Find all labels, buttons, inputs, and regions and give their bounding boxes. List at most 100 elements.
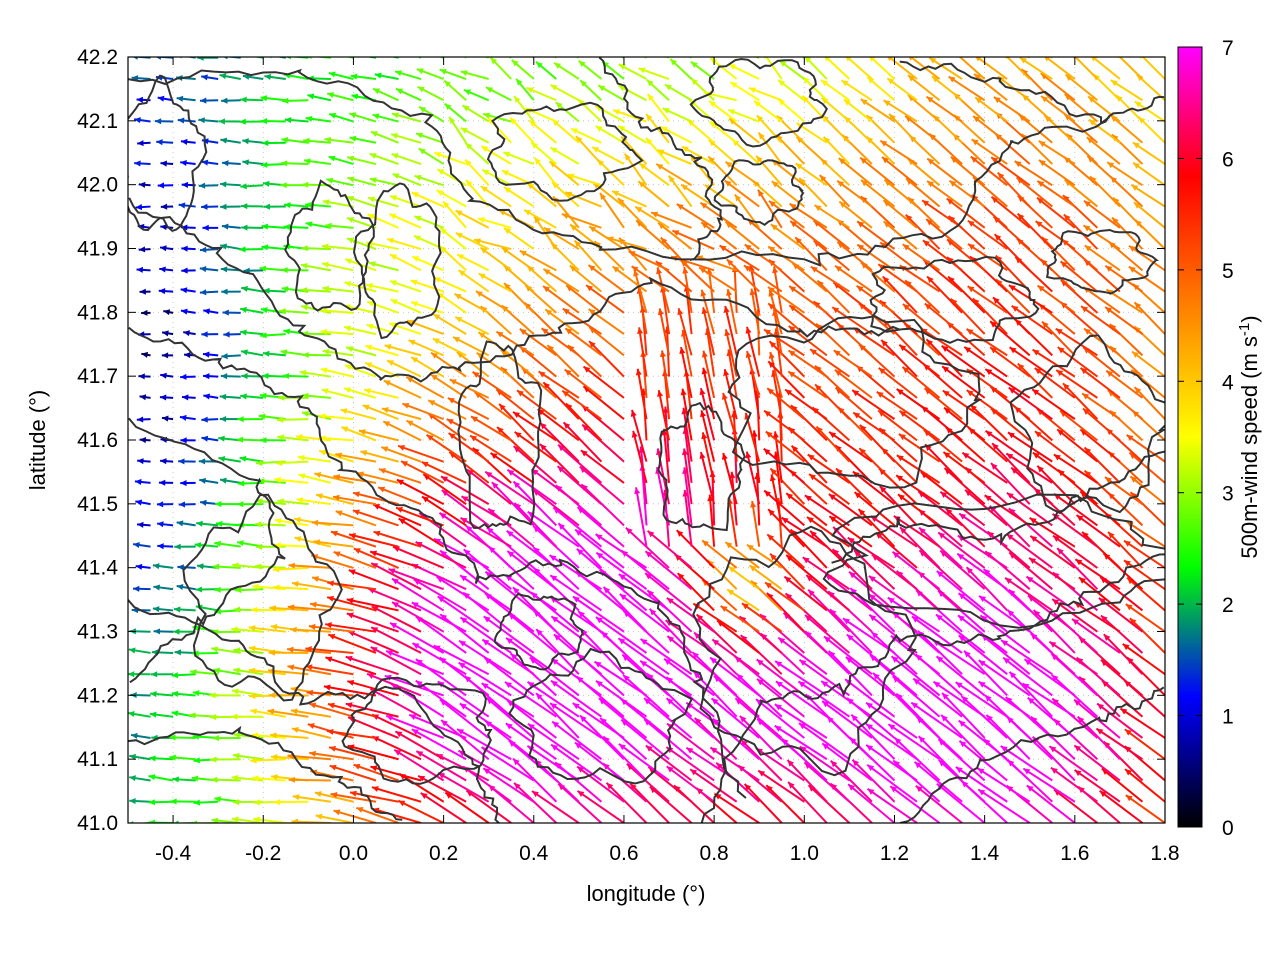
wind-arrow [1103,633,1144,675]
wind-arrow [767,245,805,272]
wind-arrow [481,638,535,676]
wind-arrow [688,57,693,59]
wind-arrow [1076,715,1121,760]
wind-arrow [179,414,196,421]
wind-arrow [984,430,1031,463]
wind-arrow [852,411,896,442]
wind-arrow [866,76,896,102]
wind-arrow [629,782,670,823]
wind-arrow [156,501,174,508]
contour-line [341,676,493,785]
wind-arrow [618,84,647,102]
wind-arrow [128,779,129,781]
wind-arrow [508,739,557,782]
wind-arrow [1006,491,1053,527]
wind-arrow [299,369,332,378]
wind-arrow [948,75,986,102]
wind-arrow [349,790,399,803]
wind-arrow [382,420,422,442]
wind-arrow [240,306,264,314]
wind-arrow [260,95,286,102]
wind-arrow [553,61,580,80]
wind-arrow [834,369,873,399]
wind-arrow [242,73,264,81]
wind-arrow [198,117,219,124]
wind-arrow [358,429,399,442]
wind-arrow [858,447,896,484]
wind-arrow [159,266,174,273]
wind-arrow [810,265,850,293]
wind-arrow [899,526,941,569]
wind-arrow [768,340,806,378]
wind-arrow [896,388,941,420]
wind-arrow [223,331,241,338]
wind-arrow [588,340,625,378]
wind-arrow [169,754,196,761]
wind-arrow [1019,57,1053,80]
wind-arrow [281,137,309,144]
wind-arrow [365,282,399,293]
wind-arrow [789,220,828,250]
wind-arrow [296,497,332,506]
wind-arrow [893,737,941,782]
wind-arrow [526,86,557,102]
wind-arrow [755,155,783,186]
wind-arrow [370,626,422,654]
wind-arrow [324,136,354,144]
wind-arrow [769,467,806,505]
wind-arrow [1126,434,1165,463]
wind-arrow [1005,696,1053,739]
wind-arrow [325,656,377,676]
wind-arrow [582,365,625,399]
wind-arrow [564,327,603,357]
wind-arrow [846,57,851,59]
wind-arrow [972,115,1008,144]
wind-arrow [389,280,422,293]
wind-arrow [327,633,377,654]
wind-arrow [370,130,399,144]
wind-arrow [917,735,963,782]
wind-arrow [676,529,715,569]
wind-arrow [682,266,693,313]
wind-arrow [198,182,219,189]
wind-arrow [807,588,851,633]
wind-arrow [659,350,671,399]
wind-arrow [967,285,1008,314]
wind-arrow [190,669,219,676]
wind-arrow [897,493,941,527]
wind-arrow [842,617,896,654]
wind-arrow [139,394,151,401]
wind-arrow [288,776,331,783]
wind-arrow [178,501,196,508]
wind-arrow [681,145,715,165]
wind-arrow [1132,141,1165,165]
wind-arrow [809,530,851,569]
wind-arrow [831,306,873,335]
wind-arrow [128,142,129,144]
wind-arrow [531,57,535,59]
wind-arrow [797,680,850,718]
wind-arrow [128,333,129,335]
wind-arrow [282,372,309,380]
wind-arrow [913,761,963,803]
x-tick-label: 1.2 [880,842,909,865]
wind-arrow [824,57,828,59]
wind-arrow [158,288,174,295]
wind-arrow [438,512,490,548]
wind-arrow [154,118,174,125]
wind-arrow [414,174,444,187]
wind-arrow [303,158,332,166]
wind-arrow [1008,588,1053,633]
colorbar-tick-label: 5 [1222,260,1234,283]
wind-arrow [199,266,219,273]
wind-arrow [887,596,941,633]
wind-arrow [332,494,377,506]
wind-arrow [430,351,467,378]
wind-arrow [159,245,174,252]
wind-arrow [283,223,309,231]
x-tick-label: 1.0 [790,842,819,865]
wind-arrow [1128,265,1165,293]
wind-arrow [595,679,648,718]
wind-arrow [397,444,444,463]
wind-arrow [838,200,873,229]
